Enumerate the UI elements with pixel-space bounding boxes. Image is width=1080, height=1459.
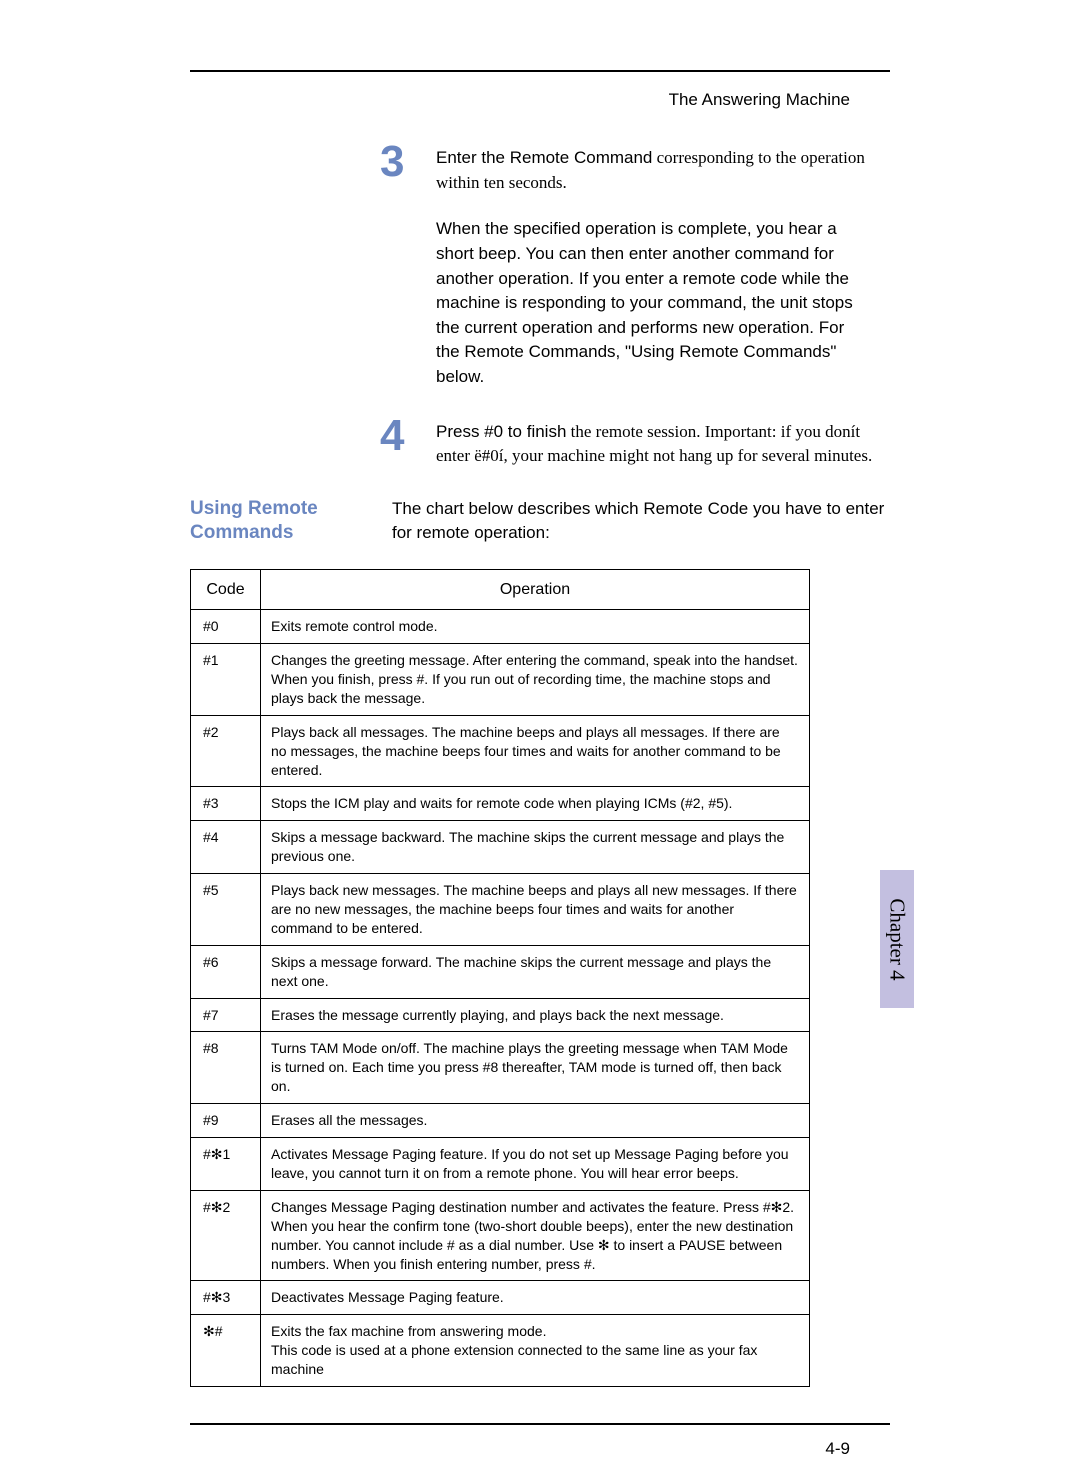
cell-code: #2 xyxy=(191,715,261,787)
table-row: #7Erases the message currently playing, … xyxy=(191,998,810,1032)
cell-operation: Erases the message currently playing, an… xyxy=(261,998,810,1032)
table-row: #5Plays back new messages. The machine b… xyxy=(191,874,810,946)
section-intro: The chart below describes which Remote C… xyxy=(392,497,890,545)
cell-code: #4 xyxy=(191,821,261,874)
cell-code: #6 xyxy=(191,945,261,998)
cell-operation: Turns TAM Mode on/off. The machine plays… xyxy=(261,1032,810,1104)
cell-operation: Skips a message forward. The machine ski… xyxy=(261,945,810,998)
cell-operation: Plays back new messages. The machine bee… xyxy=(261,874,810,946)
step-row: 4 Press #0 to ﬁnish the remote session. … xyxy=(190,420,890,469)
cell-code: #✻2 xyxy=(191,1190,261,1281)
step-note: When the specified operation is complete… xyxy=(190,217,890,389)
cell-code: #7 xyxy=(191,998,261,1032)
cell-operation: Exits remote control mode. xyxy=(261,610,810,644)
cell-code: #✻1 xyxy=(191,1138,261,1191)
table-row: #0Exits remote control mode. xyxy=(191,610,810,644)
cell-operation: Activates Message Paging feature. If you… xyxy=(261,1138,810,1191)
table-row: #2Plays back all messages. The machine b… xyxy=(191,715,810,787)
remote-commands-table: Code Operation #0Exits remote control mo… xyxy=(190,569,810,1387)
cell-code: #9 xyxy=(191,1104,261,1138)
cell-code: #1 xyxy=(191,644,261,716)
table-row: #3Stops the ICM play and waits for remot… xyxy=(191,787,810,821)
rule-top xyxy=(190,70,890,72)
cell-code: #✻3 xyxy=(191,1281,261,1315)
header-section-label: The Answering Machine xyxy=(190,90,890,110)
cell-operation: Erases all the messages. xyxy=(261,1104,810,1138)
section-title: Using Remote Commands xyxy=(190,497,366,545)
cell-operation: Changes the greeting message. After ente… xyxy=(261,644,810,716)
cell-code: #8 xyxy=(191,1032,261,1104)
step-number: 3 xyxy=(380,140,436,184)
step-lead: Press #0 to ﬁnish xyxy=(436,422,566,441)
table-row: #1Changes the greeting message. After en… xyxy=(191,644,810,716)
cell-code: ✻# xyxy=(191,1315,261,1387)
page-number: 4-9 xyxy=(190,1439,890,1459)
cell-operation: Skips a message backward. The machine sk… xyxy=(261,821,810,874)
col-code: Code xyxy=(191,569,261,610)
step-text: Enter the Remote Command corresponding t… xyxy=(436,146,890,195)
table-row: #✻2Changes Message Paging destination nu… xyxy=(191,1190,810,1281)
step-text: Press #0 to ﬁnish the remote session. Im… xyxy=(436,420,890,469)
table-row: #✻3Deactivates Message Paging feature. xyxy=(191,1281,810,1315)
cell-code: #5 xyxy=(191,874,261,946)
cell-code: #3 xyxy=(191,787,261,821)
step-number: 4 xyxy=(380,414,436,458)
cell-operation: Changes Message Paging destination numbe… xyxy=(261,1190,810,1281)
cell-operation: Stops the ICM play and waits for remote … xyxy=(261,787,810,821)
table-row: #✻1Activates Message Paging feature. If … xyxy=(191,1138,810,1191)
table-row: #9Erases all the messages. xyxy=(191,1104,810,1138)
chapter-tab: Chapter 4 xyxy=(880,870,914,1008)
table-header-row: Code Operation xyxy=(191,569,810,610)
table-row: #4Skips a message backward. The machine … xyxy=(191,821,810,874)
step-lead: Enter the Remote Command xyxy=(436,148,652,167)
cell-operation: Plays back all messages. The machine bee… xyxy=(261,715,810,787)
step-row: 3 Enter the Remote Command corresponding… xyxy=(190,146,890,195)
table-row: ✻#Exits the fax machine from answering m… xyxy=(191,1315,810,1387)
table-row: #6Skips a message forward. The machine s… xyxy=(191,945,810,998)
section-row: Using Remote Commands The chart below de… xyxy=(190,497,890,545)
chapter-tab-label: Chapter 4 xyxy=(885,898,910,980)
page: The Answering Machine 3 Enter the Remote… xyxy=(0,0,1080,1397)
cell-operation: Exits the fax machine from answering mod… xyxy=(261,1315,810,1387)
col-operation: Operation xyxy=(261,569,810,610)
cell-code: #0 xyxy=(191,610,261,644)
table-row: #8Turns TAM Mode on/off. The machine pla… xyxy=(191,1032,810,1104)
rule-bottom xyxy=(190,1423,890,1425)
cell-operation: Deactivates Message Paging feature. xyxy=(261,1281,810,1315)
